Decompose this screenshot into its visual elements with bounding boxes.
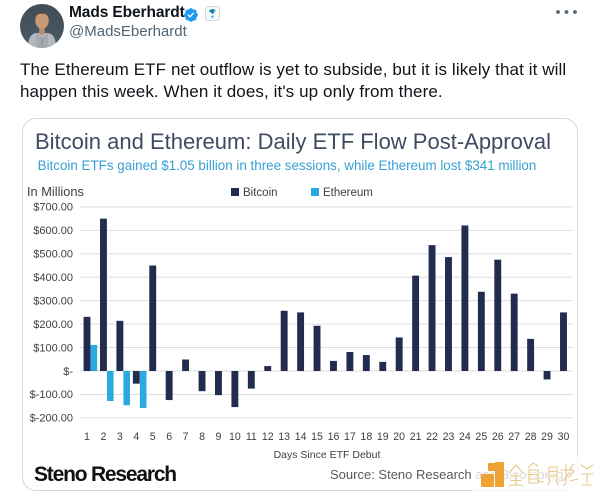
svg-text:2: 2 <box>100 431 106 443</box>
svg-text:In Millions: In Millions <box>27 184 84 199</box>
svg-text:12: 12 <box>262 431 274 443</box>
svg-text:4: 4 <box>133 431 139 443</box>
svg-text:21: 21 <box>410 431 422 443</box>
svg-text:7: 7 <box>183 431 189 443</box>
svg-text:22: 22 <box>426 431 438 443</box>
svg-text:17: 17 <box>344 431 356 443</box>
svg-text:$-200.00: $-200.00 <box>30 413 73 425</box>
svg-text:8: 8 <box>199 431 205 443</box>
svg-text:14: 14 <box>295 431 307 443</box>
svg-text:29: 29 <box>541 431 553 443</box>
svg-text:26: 26 <box>492 431 504 443</box>
svg-text:$200.00: $200.00 <box>33 319 73 331</box>
svg-text:20: 20 <box>393 431 405 443</box>
svg-text:15: 15 <box>311 431 323 443</box>
svg-text:$400.00: $400.00 <box>33 272 73 284</box>
svg-text:$300.00: $300.00 <box>33 295 73 307</box>
svg-text:9: 9 <box>216 431 222 443</box>
svg-text:28: 28 <box>525 431 537 443</box>
svg-text:$600.00: $600.00 <box>33 225 73 237</box>
svg-text:$100.00: $100.00 <box>33 342 73 354</box>
svg-text:18: 18 <box>360 431 372 443</box>
svg-text:13: 13 <box>278 431 290 443</box>
svg-text:27: 27 <box>508 431 520 443</box>
svg-text:11: 11 <box>246 431 257 443</box>
svg-text:5: 5 <box>150 431 156 443</box>
svg-text:$700.00: $700.00 <box>33 202 73 214</box>
svg-text:1: 1 <box>84 431 90 443</box>
svg-text:10: 10 <box>229 431 241 443</box>
svg-text:Ethereum: Ethereum <box>323 187 373 199</box>
svg-text:25: 25 <box>475 431 487 443</box>
svg-text:Days Since ETF Debut: Days Since ETF Debut <box>274 449 381 461</box>
svg-text:Bitcoin: Bitcoin <box>243 187 278 199</box>
svg-text:6: 6 <box>166 431 172 443</box>
svg-text:$500.00: $500.00 <box>33 249 73 261</box>
svg-text:$-: $- <box>63 366 73 378</box>
svg-text:19: 19 <box>377 431 389 443</box>
svg-text:30: 30 <box>558 431 570 443</box>
svg-text:24: 24 <box>459 431 471 443</box>
svg-text:$-100.00: $-100.00 <box>30 389 73 401</box>
svg-text:16: 16 <box>328 431 340 443</box>
svg-text:3: 3 <box>117 431 123 443</box>
svg-text:23: 23 <box>443 431 455 443</box>
